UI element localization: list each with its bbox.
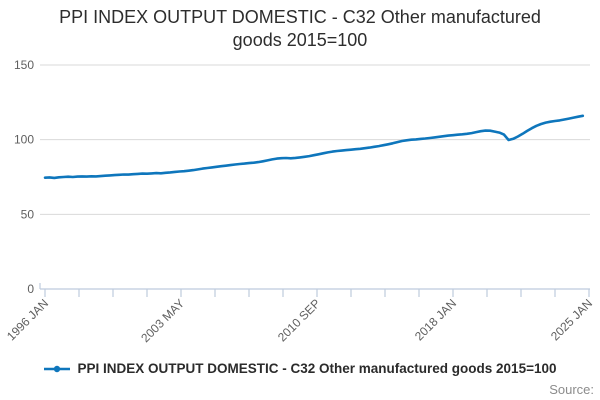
svg-text:2003 MAY: 2003 MAY <box>138 296 187 345</box>
series-line <box>43 114 585 180</box>
legend: PPI INDEX OUTPUT DOMESTIC - C32 Other ma… <box>0 361 600 376</box>
y-axis-labels: 0 50 100 150 <box>14 58 34 296</box>
svg-text:150: 150 <box>14 58 34 72</box>
source-label: Source: <box>549 382 594 397</box>
svg-text:50: 50 <box>21 207 35 221</box>
svg-text:2018 JAN: 2018 JAN <box>412 296 459 343</box>
svg-text:0: 0 <box>27 282 34 296</box>
x-axis-ticks <box>44 289 590 297</box>
y-gridlines <box>40 64 590 215</box>
legend-line-marker-icon <box>43 365 70 372</box>
x-axis-labels: 1996 JAN 2003 MAY 2010 SEP 2018 JAN 2025 JAN <box>4 296 595 345</box>
svg-text:1996 JAN: 1996 JAN <box>4 296 51 343</box>
svg-text:2025 JAN: 2025 JAN <box>548 296 595 343</box>
x-axis <box>39 283 590 290</box>
svg-text:100: 100 <box>14 133 34 147</box>
svg-text:2010 SEP: 2010 SEP <box>275 296 323 344</box>
legend-label: PPI INDEX OUTPUT DOMESTIC - C32 Other ma… <box>77 361 557 376</box>
chart-canvas: 0 50 100 150 1996 JAN 2003 MAY 2010 SEP 2018 JA… <box>4 58 595 345</box>
chart-title: PPI INDEX OUTPUT DOMESTIC - C32 Other ma… <box>59 7 541 51</box>
